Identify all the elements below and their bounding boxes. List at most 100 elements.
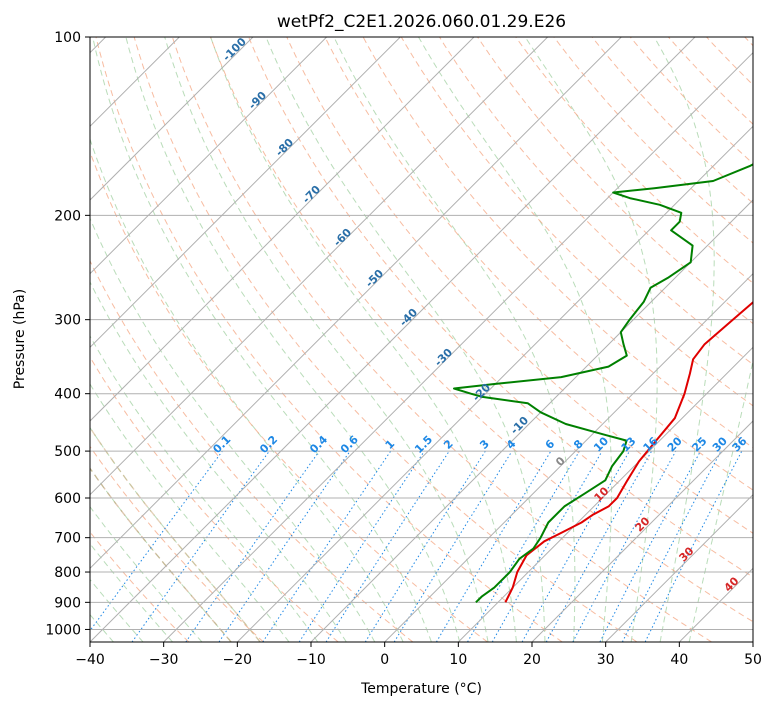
dry-adiabat-label: -100 [220, 35, 249, 64]
mixing-ratio-lines [90, 450, 743, 642]
x-tick-label: −30 [149, 652, 179, 668]
moist-adiabat-line [653, 37, 715, 642]
y-tick-label: 900 [54, 595, 81, 611]
line-annotations: -100-90-80-70-60-50-40-30-20-100.1 0.2 0.4… [210, 35, 749, 595]
mixing-ratio-line [262, 450, 392, 642]
x-tick-label: 0 [380, 652, 389, 668]
x-axis-label: Temperature (°C) [360, 681, 482, 697]
dry-adiabat-line [90, 150, 488, 642]
dry-adiabat-label: -70 [300, 183, 323, 206]
profiles [453, 163, 753, 604]
moist-adiabat-line [92, 37, 432, 642]
mixing-ratio-line [572, 450, 677, 642]
dry-adiabat-label: -40 [397, 306, 420, 329]
mixing-ratio-line [298, 450, 425, 642]
mixing-ratio-line [521, 450, 630, 642]
y-tick-label: 300 [54, 313, 81, 329]
isotherms [90, 37, 753, 642]
reference-curve [90, 426, 261, 642]
y-axis-ticks: 100 200 300 400 500 600 700 800 900 1000 [45, 30, 90, 638]
y-tick-label: 1000 [45, 622, 81, 638]
dry-adiabat-line [171, 37, 712, 642]
dry-adiabats [90, 37, 753, 642]
x-tick-label: 30 [597, 652, 615, 668]
isotherm-line [678, 567, 753, 642]
dry-adiabat-label: -60 [331, 226, 354, 249]
dry-adiabat-line [90, 259, 414, 642]
isotherm-line [384, 272, 753, 642]
x-tick-label: −20 [223, 652, 253, 668]
dry-adiabat-line [515, 37, 753, 284]
isotherm-line [90, 37, 107, 54]
dry-adiabat-line [95, 37, 563, 642]
temperature-profile [504, 301, 753, 603]
isotherm-line [90, 37, 696, 642]
isotherm-line [163, 51, 753, 642]
dry-adiabat-label: -50 [363, 267, 386, 290]
moist-adiabat-line [210, 37, 517, 642]
y-tick-label: 500 [54, 444, 81, 460]
y-tick-label: 600 [54, 491, 81, 507]
dry-adiabat-label: -90 [246, 89, 269, 112]
reference-curve [90, 467, 232, 642]
isotherm-line [90, 37, 549, 496]
moist-adiabat-line [90, 335, 319, 642]
x-tick-label: 50 [744, 652, 762, 668]
dry-adiabat-line [438, 37, 753, 366]
dry-adiabat-label: -80 [273, 136, 296, 159]
mixing-ratio-line [644, 450, 743, 642]
x-tick-label: 20 [523, 652, 541, 668]
dry-adiabat-line [286, 37, 753, 534]
dry-adiabat-line [90, 531, 190, 642]
mixing-ratio-line [364, 450, 486, 642]
moist-adiabat-line [90, 467, 232, 642]
mixing-ratio-line [218, 450, 351, 642]
moist-adiabat-line [125, 37, 461, 642]
x-tick-label: 10 [449, 652, 467, 668]
isotherm-line [457, 346, 753, 642]
dry-adiabat-line [591, 37, 753, 204]
dry-adiabat-line [629, 37, 753, 165]
mixing-ratio-label: 6 [543, 437, 558, 452]
moist-adiabat-line [265, 37, 546, 642]
moist-adiabat-label: 20 [633, 514, 653, 534]
moist-adiabat-line [90, 217, 376, 642]
x-tick-label: −10 [296, 652, 326, 668]
moist-adiabat-line [333, 37, 576, 642]
isotherm-line [90, 37, 475, 422]
mixing-ratio-label: 0.4 [307, 433, 330, 456]
dry-adiabat-line [90, 445, 264, 642]
x-tick-label: −40 [75, 652, 105, 668]
isotherm-line [90, 37, 623, 570]
dry-adiabat-line [324, 37, 753, 491]
isotherm-line [531, 420, 753, 642]
x-axis-ticks: −40 −30 −20 −10 0 10 20 30 40 50 [75, 642, 762, 668]
mixing-ratio-line [545, 450, 653, 642]
isotherm-line [752, 641, 753, 642]
y-axis-label: Pressure (hPa) [12, 289, 28, 389]
moist-adiabat-line [417, 37, 613, 642]
chart-title: wetPf2_C2E1.2026.060.01.29.E26 [277, 12, 566, 32]
mixing-ratio-label: 8 [571, 437, 586, 452]
mixing-ratio-label: 4 [504, 437, 519, 452]
dry-adiabat-label: -10 [508, 414, 531, 437]
moist-adiabat-line [90, 137, 404, 642]
moist-adiabat-line [164, 37, 489, 642]
plot-frame [89, 36, 754, 643]
y-tick-label: 400 [54, 387, 81, 403]
isotherm-line [90, 37, 402, 349]
isobar-grid [90, 37, 753, 630]
dry-adiabat-line [667, 37, 753, 125]
y-tick-label: 700 [54, 531, 81, 547]
dry-adiabat-label: -30 [432, 346, 455, 369]
moist-adiabat-label: 30 [677, 544, 697, 564]
dry-adiabat-line [133, 37, 638, 642]
y-tick-label: 200 [54, 208, 81, 224]
isotherm-line [236, 125, 753, 642]
mixing-ratio-label: 1.5 [412, 433, 435, 456]
moist-adiabat-line [90, 280, 347, 642]
mixing-ratio-label: 0.6 [338, 433, 361, 456]
mixing-ratio-label: 0.1 [210, 433, 233, 456]
y-tick-label: 100 [54, 30, 81, 46]
